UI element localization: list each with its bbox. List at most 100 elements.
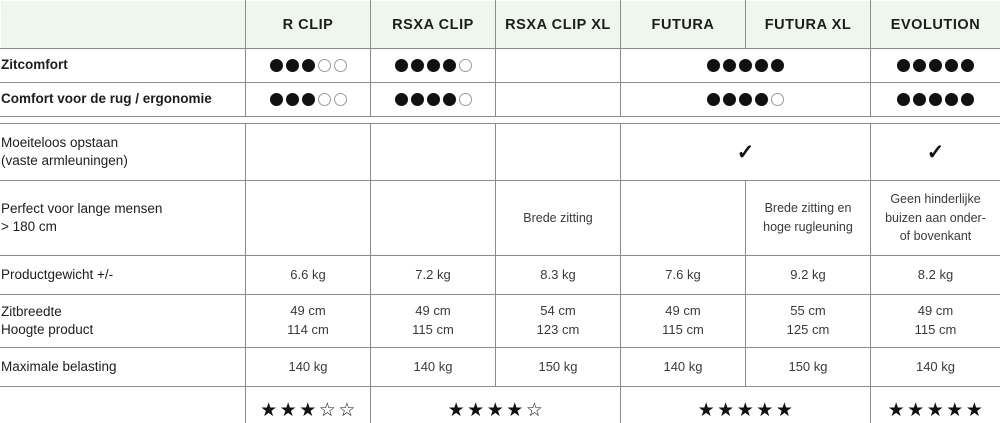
star-rating: ★ ★ ★ ★ ★	[871, 401, 1000, 420]
row-label-lange-mensen: Perfect voor lange mensen > 180 cm	[0, 180, 246, 256]
dot-filled-icon	[301, 59, 315, 72]
star-filled-icon: ★	[279, 399, 298, 421]
cell-line1: 54 cm	[540, 303, 576, 319]
star-filled-icon: ★	[299, 399, 317, 421]
row-label-line2: > 180 cm	[1, 219, 57, 234]
rating-cell-zitcomfort-rsxa-clip-xl	[495, 48, 621, 83]
dot-filled-icon	[913, 93, 926, 106]
star-filled-icon: ★	[447, 399, 466, 421]
dot-filled-icon	[394, 59, 408, 72]
cell-lange-mensen-r-clip	[245, 180, 371, 256]
cell-lange-mensen-rsxa-clip-xl: Brede zitting	[495, 180, 621, 256]
row-label-line1: Zitbreedte	[1, 303, 62, 319]
header-cell-r-clip: R CLIP	[245, 0, 371, 49]
cell-afmetingen-rsxa-clip-xl: 54 cm 123 cm	[495, 294, 621, 348]
dot-filled-icon	[285, 93, 299, 106]
cell-belasting-r-clip: 140 kg	[245, 347, 371, 387]
dot-filled-icon	[269, 93, 283, 106]
row-label-line2: (vaste armleuningen)	[1, 153, 128, 168]
table-row-comfort-rug: Comfort voor de rug / ergonomie	[0, 82, 1000, 117]
star-filled-icon: ★	[260, 399, 278, 421]
cell-gewicht-r-clip: 6.6 kg	[245, 255, 371, 295]
table-row-maximale-belasting: Maximale belasting 140 kg 140 kg 150 kg …	[0, 347, 1000, 387]
cell-afmetingen-evolution: 49 cm 115 cm	[870, 294, 1000, 348]
dot-empty-icon	[317, 93, 331, 106]
cell-lange-mensen-evolution: Geen hinderlijke buizen aan onder- of bo…	[870, 180, 1000, 256]
rating-cell-zitcomfort-evolution	[870, 48, 1000, 83]
cell-opstaan-r-clip	[245, 123, 371, 181]
rating-cell-zitcomfort-r-clip	[245, 48, 371, 83]
dot-empty-icon	[771, 93, 784, 106]
dot-filled-icon	[426, 93, 440, 106]
row-label-maximale-belasting: Maximale belasting	[0, 347, 246, 387]
cell-lange-mensen-futura-xl: Brede zitting en hoge rugleuning	[745, 180, 871, 256]
dot-filled-icon	[394, 93, 408, 106]
divider-segment	[495, 116, 621, 124]
star-filled-icon: ★	[697, 399, 716, 421]
rating-cell-rug-rsxa-clip-xl	[495, 82, 621, 117]
dot-filled-icon	[897, 59, 910, 72]
cell-line2: 123 cm	[536, 322, 580, 337]
header-cell-label	[0, 0, 246, 49]
star-filled-icon: ★	[506, 399, 524, 421]
cell-belasting-rsxa-clip: 140 kg	[370, 347, 496, 387]
dot-filled-icon	[285, 59, 299, 72]
rating-cell-rug-futura	[620, 82, 871, 117]
star-filled-icon: ★	[946, 399, 964, 421]
header-cell-evolution: EVOLUTION	[870, 0, 1000, 49]
rating-cell-zitcomfort-rsxa-clip	[370, 48, 496, 83]
row-label-afmetingen: Zitbreedte Hoogte product	[0, 294, 246, 348]
dot-filled-icon	[269, 59, 283, 72]
section-divider	[0, 116, 1000, 124]
rating-cell-zitcomfort-futura	[620, 48, 871, 83]
cell-gewicht-futura-xl: 9.2 kg	[745, 255, 871, 295]
table-row-sterren: ★ ★ ★ ☆ ☆ ★ ★ ★ ★ ☆ ★ ★ ★ ★ ★ ★ ★ ★ ★ ★	[0, 386, 1000, 423]
star-filled-icon: ★	[926, 399, 945, 421]
row-label-sterren	[0, 386, 246, 423]
dot-filled-icon	[739, 59, 752, 72]
cell-afmetingen-r-clip: 49 cm 114 cm	[245, 294, 371, 348]
dot-filled-icon	[961, 93, 974, 106]
row-label-moeiteloos-opstaan: Moeiteloos opstaan (vaste armleuningen)	[0, 123, 246, 181]
dot-filled-icon	[913, 59, 926, 72]
dot-filled-icon	[945, 93, 958, 106]
star-cell-futura: ★ ★ ★ ★ ★	[620, 386, 871, 423]
dot-filled-icon	[410, 59, 424, 72]
row-label-productgewicht: Productgewicht +/-	[0, 255, 246, 295]
divider-segment	[370, 116, 496, 124]
rating-cell-rug-r-clip	[245, 82, 371, 117]
header-cell-futura-xl: FUTURA XL	[745, 0, 871, 49]
dot-filled-icon	[739, 93, 752, 106]
cell-line1: 55 cm	[790, 303, 826, 319]
cell-opstaan-rsxa-clip	[370, 123, 496, 181]
dot-rating	[621, 59, 870, 72]
dot-rating	[871, 59, 1000, 72]
cell-line2: 115 cm	[914, 322, 957, 337]
cell-afmetingen-rsxa-clip: 49 cm 115 cm	[370, 294, 496, 348]
star-filled-icon: ★	[775, 399, 794, 421]
cell-line3: of bovenkant	[899, 229, 972, 244]
star-filled-icon: ★	[486, 399, 505, 421]
check-icon: ✓	[736, 140, 755, 164]
divider-segment	[245, 116, 371, 124]
cell-belasting-evolution: 140 kg	[870, 347, 1000, 387]
star-filled-icon: ★	[736, 399, 755, 421]
dot-filled-icon	[945, 59, 958, 72]
row-label-line1: Perfect voor lange mensen	[1, 200, 163, 216]
dot-filled-icon	[442, 59, 456, 72]
cell-gewicht-rsxa-clip-xl: 8.3 kg	[495, 255, 621, 295]
star-filled-icon: ★	[965, 399, 984, 421]
dot-filled-icon	[755, 59, 768, 72]
cell-lange-mensen-futura	[620, 180, 746, 256]
cell-belasting-futura-xl: 150 kg	[745, 347, 871, 387]
table-header-row: R CLIP RSXA CLIP RSXA CLIP XL FUTURA FUT…	[0, 0, 1000, 49]
dot-empty-icon	[458, 59, 472, 72]
cell-gewicht-futura: 7.6 kg	[620, 255, 746, 295]
table-row-zitcomfort: Zitcomfort	[0, 48, 1000, 83]
dot-filled-icon	[929, 59, 942, 72]
dot-empty-icon	[458, 93, 472, 106]
row-label-zitcomfort: Zitcomfort	[0, 48, 246, 83]
rating-cell-rug-evolution	[870, 82, 1000, 117]
